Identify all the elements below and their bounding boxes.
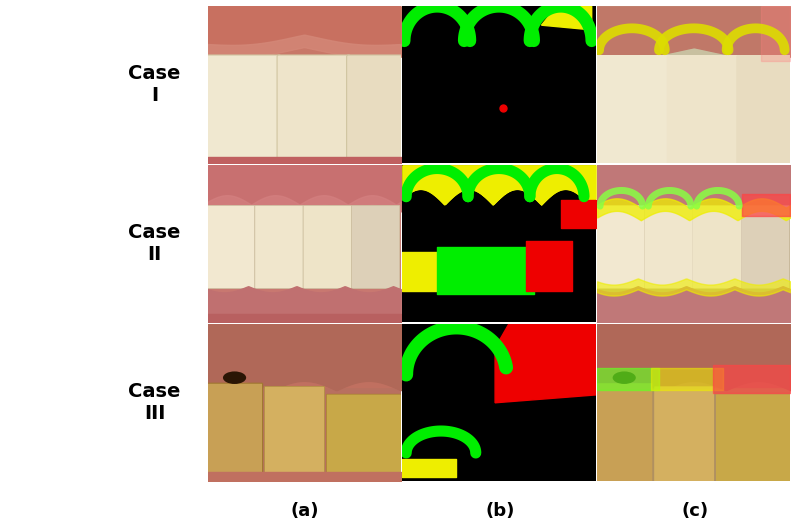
Text: (a): (a) (290, 502, 319, 520)
FancyBboxPatch shape (736, 55, 792, 165)
Ellipse shape (223, 372, 246, 384)
FancyBboxPatch shape (596, 205, 645, 288)
FancyBboxPatch shape (265, 386, 325, 482)
FancyBboxPatch shape (255, 205, 303, 288)
FancyBboxPatch shape (346, 55, 402, 165)
FancyBboxPatch shape (654, 386, 714, 482)
FancyBboxPatch shape (206, 205, 255, 288)
FancyBboxPatch shape (741, 205, 790, 288)
FancyBboxPatch shape (326, 394, 402, 482)
Text: Case
III: Case III (129, 382, 181, 423)
FancyBboxPatch shape (645, 205, 693, 288)
FancyBboxPatch shape (351, 205, 400, 288)
FancyBboxPatch shape (596, 383, 652, 482)
FancyBboxPatch shape (206, 383, 262, 482)
Bar (207, 6, 401, 57)
FancyBboxPatch shape (303, 205, 351, 288)
FancyBboxPatch shape (693, 205, 741, 288)
Ellipse shape (613, 372, 636, 384)
Text: (c): (c) (681, 502, 708, 520)
Polygon shape (495, 324, 595, 403)
FancyBboxPatch shape (666, 55, 740, 165)
FancyBboxPatch shape (206, 55, 281, 165)
FancyBboxPatch shape (716, 394, 791, 482)
Text: Case
II: Case II (129, 223, 181, 264)
Text: (b): (b) (485, 502, 514, 520)
Polygon shape (542, 6, 592, 30)
Text: Case
I: Case I (129, 64, 181, 105)
FancyBboxPatch shape (595, 55, 670, 165)
FancyBboxPatch shape (277, 55, 350, 165)
